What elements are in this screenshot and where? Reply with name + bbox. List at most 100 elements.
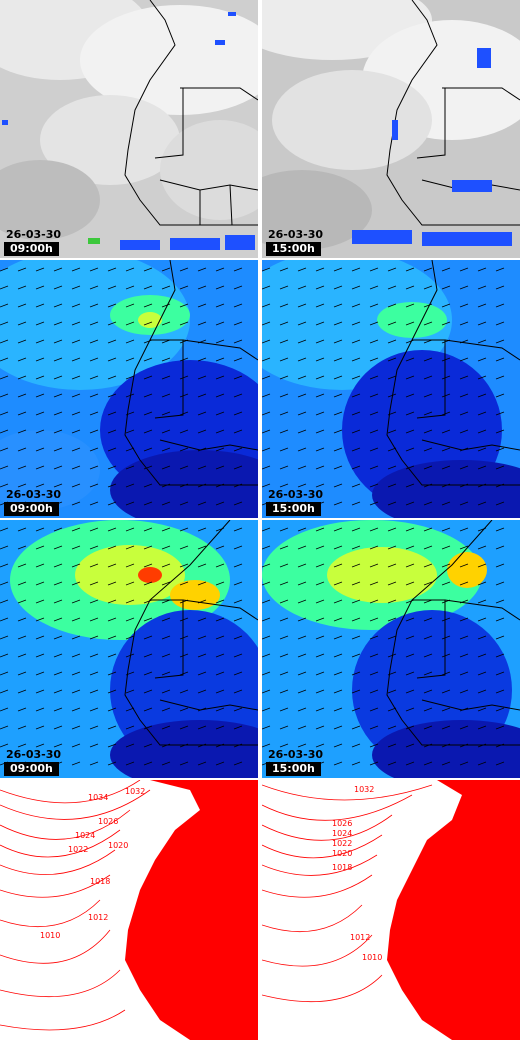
- wind-arrow: [197, 635, 207, 640]
- wind-arrow: [233, 393, 243, 398]
- wind-arrow: [495, 761, 505, 766]
- wind-arrow: [423, 743, 433, 748]
- wind-arrow: [197, 447, 207, 452]
- isobar-panel-1500: 1032 1026 1024 1022 1020 1018 1012 1010: [262, 780, 520, 1040]
- wind-arrow: [0, 393, 9, 398]
- wind-arrow: [477, 671, 487, 676]
- wind-arrow: [315, 599, 325, 604]
- wind-arrow: [351, 671, 361, 676]
- wind-arrow: [387, 581, 397, 586]
- wind-arrow: [387, 303, 397, 308]
- wind-arrow: [89, 671, 99, 676]
- wind-arrow: [262, 321, 271, 326]
- wind-arrow: [71, 581, 81, 586]
- wind-arrow: [279, 563, 289, 568]
- wind-arrow: [143, 339, 153, 344]
- wind-arrow: [89, 563, 99, 568]
- wind-arrow: [179, 653, 189, 658]
- wind-arrow: [495, 707, 505, 712]
- wind-arrow: [0, 599, 9, 604]
- satellite-map-0900: [0, 0, 258, 258]
- wind-arrow: [333, 501, 343, 506]
- wind-arrow: [143, 429, 153, 434]
- wind-arrow: [333, 635, 343, 640]
- wind-arrow: [89, 761, 99, 766]
- wind-arrow: [179, 339, 189, 344]
- wind-arrow: [53, 339, 63, 344]
- wind-arrow: [89, 267, 99, 272]
- wind-arrow: [53, 689, 63, 694]
- wind-arrow: [125, 321, 135, 326]
- wind-arrow: [17, 743, 27, 748]
- wind-arrow: [89, 501, 99, 506]
- wind-arrow: [423, 357, 433, 362]
- wind-arrow: [89, 357, 99, 362]
- wind-arrow: [351, 581, 361, 586]
- wind-arrow: [179, 303, 189, 308]
- wind-arrow: [35, 563, 45, 568]
- wind-arrow: [262, 285, 271, 290]
- satellite-panel-0900: 26-03-30 09:00h: [0, 0, 258, 258]
- wind-arrow: [161, 743, 171, 748]
- wind-arrow: [71, 707, 81, 712]
- wind-arrow: [125, 617, 135, 622]
- wind-arrow: [441, 581, 451, 586]
- wind-arrow: [107, 429, 117, 434]
- wind-arrow: [369, 339, 379, 344]
- wind-arrow: [405, 707, 415, 712]
- wind-arrow: [197, 411, 207, 416]
- wind-arrow: [333, 339, 343, 344]
- wind-arrow: [143, 411, 153, 416]
- wind-arrow: [315, 653, 325, 658]
- wind-arrow: [71, 339, 81, 344]
- wind-arrow: [351, 447, 361, 452]
- wind-arrow: [161, 617, 171, 622]
- wind-arrow: [17, 447, 27, 452]
- wind-arrow: [369, 267, 379, 272]
- wind-arrow: [89, 465, 99, 470]
- wind-arrow: [215, 483, 225, 488]
- wind-arrow: [233, 339, 243, 344]
- wind-arrow: [0, 689, 9, 694]
- wind-arrow: [369, 483, 379, 488]
- wind-arrow: [233, 689, 243, 694]
- wind-arrow: [315, 689, 325, 694]
- wind-arrow: [107, 285, 117, 290]
- wind-arrow: [351, 393, 361, 398]
- wind-arrow: [197, 285, 207, 290]
- wind-arrow: [71, 527, 81, 532]
- wind-arrow: [89, 617, 99, 622]
- wind-arrow: [459, 635, 469, 640]
- wind-arrow: [53, 411, 63, 416]
- wind-arrow: [369, 653, 379, 658]
- wind-arrow: [477, 707, 487, 712]
- wind-arrow: [53, 429, 63, 434]
- wind-arrow: [333, 653, 343, 658]
- wind-arrow: [233, 267, 243, 272]
- wind-arrow: [495, 447, 505, 452]
- wind-arrow: [387, 689, 397, 694]
- wind-arrow: [423, 599, 433, 604]
- wind-arrow: [17, 617, 27, 622]
- wind-arrow: [369, 599, 379, 604]
- wind-arrow: [107, 375, 117, 380]
- wind-arrow: [405, 447, 415, 452]
- wind-arrow: [125, 761, 135, 766]
- wind-arrow: [125, 563, 135, 568]
- wind-arrow: [197, 267, 207, 272]
- wind-arrow: [233, 483, 243, 488]
- wind-arrow: [233, 563, 243, 568]
- wind-arrow: [351, 653, 361, 658]
- wind-arrow: [423, 267, 433, 272]
- wind-arrow: [197, 375, 207, 380]
- wind-arrow: [423, 581, 433, 586]
- timestamp-time: 15:00h: [266, 502, 321, 516]
- wind-arrow: [35, 285, 45, 290]
- isobar-label: 1032: [354, 785, 374, 794]
- wind-arrow: [423, 545, 433, 550]
- wind-arrow: [387, 393, 397, 398]
- wind-arrow: [351, 707, 361, 712]
- wind-arrow: [297, 689, 307, 694]
- wind-arrow: [35, 671, 45, 676]
- wind-arrow: [297, 581, 307, 586]
